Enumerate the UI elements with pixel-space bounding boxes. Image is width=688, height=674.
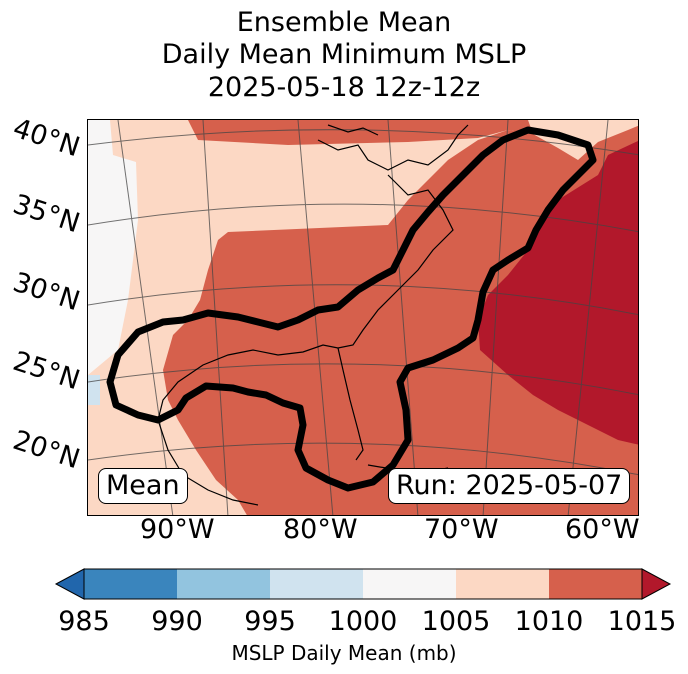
contour-outline	[106, 126, 597, 492]
lon-label-70: 70°W	[424, 514, 499, 545]
colorbar-bin-990	[177, 569, 270, 599]
lon-label-60: 60°W	[565, 514, 640, 545]
map-panel: Mean Run: 2025-05-07	[87, 119, 639, 516]
colorbar-frame	[83, 568, 643, 600]
lon-label-80: 80°W	[283, 514, 358, 545]
colorbar-bin-1005	[456, 569, 549, 599]
colorbar-tick-985: 985	[58, 606, 110, 637]
colorbar-tick-995: 995	[244, 606, 296, 637]
colorbar-tick-1015: 1015	[607, 606, 677, 637]
field-1000-west	[88, 120, 138, 375]
colorbar	[54, 568, 672, 600]
colorbar-tick-990: 990	[151, 606, 203, 637]
lat-label-40: 40°N	[9, 112, 84, 164]
colorbar-label: MSLP Daily Mean (mb)	[231, 641, 457, 665]
colorbar-high-arrow	[641, 568, 672, 600]
colorbar-tick-1010: 1010	[514, 606, 584, 637]
title-line-1: Ensemble Mean	[236, 7, 452, 38]
lat-label-20: 20°N	[9, 424, 84, 476]
colorbar-bin-1010	[549, 569, 642, 599]
mean-label: Mean	[98, 468, 188, 504]
colorbar-bin-995	[270, 569, 363, 599]
run-label: Run: 2025-05-07	[388, 468, 631, 504]
field-1010	[163, 125, 638, 515]
title-line-3: 2025-05-18 12z-12z	[207, 72, 481, 103]
map-svg	[88, 120, 638, 515]
graticule	[88, 120, 638, 515]
colorbar-tick-1005: 1005	[421, 606, 491, 637]
lon-label-90: 90°W	[140, 514, 215, 545]
colorbar-bin-985	[84, 569, 177, 599]
lat-label-35: 35°N	[9, 188, 84, 240]
colorbar-bin-1000	[363, 569, 456, 599]
lat-label-25: 25°N	[9, 345, 84, 397]
field-1010-north	[188, 120, 533, 145]
title-line-2: Daily Mean Minimum MSLP	[161, 39, 527, 70]
lat-label-30: 30°N	[9, 266, 84, 318]
field-995	[88, 375, 100, 405]
colorbar-tick-1000: 1000	[328, 606, 398, 637]
colorbar-low-arrow	[54, 568, 85, 600]
